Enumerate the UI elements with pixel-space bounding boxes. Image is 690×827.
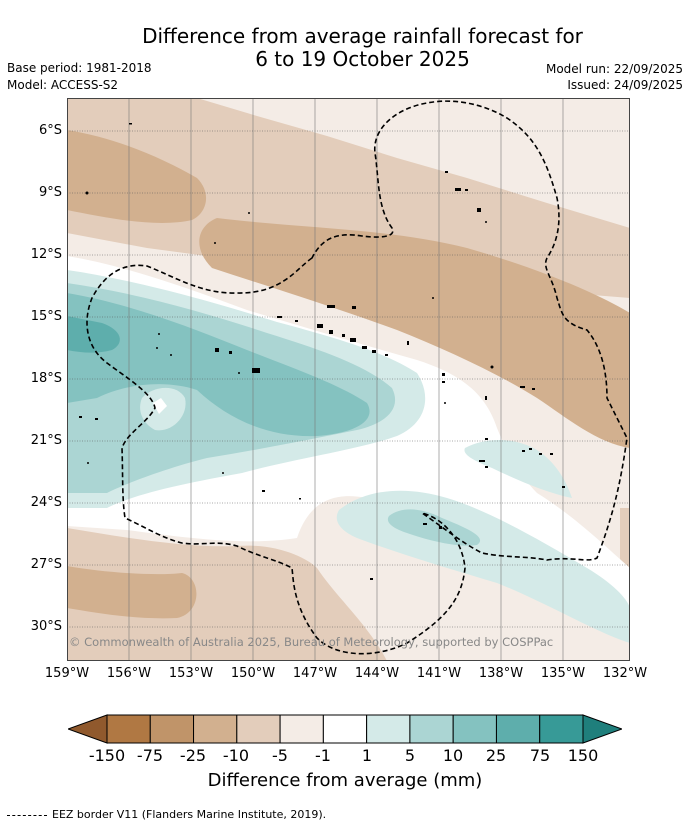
lon-label-144w: 144°W xyxy=(354,666,400,681)
copyright-notice: © Commonwealth of Australia 2025, Bureau… xyxy=(69,635,553,649)
colorbar-label: 150 xyxy=(567,746,599,765)
lat-label-21s: 21°S xyxy=(30,433,62,448)
islands xyxy=(79,123,565,580)
anomaly-band-minus10-east xyxy=(620,508,630,568)
base-period-label: Base period: 1981-2018 xyxy=(7,61,152,75)
lon-label-147w: 147°W xyxy=(292,666,338,681)
anomaly-band-plus25-west xyxy=(67,293,370,437)
lon-label-150w: 150°W xyxy=(230,666,276,681)
anomaly-band-plus75-west xyxy=(67,316,120,353)
colorbar-segment xyxy=(106,714,151,744)
colorbar-extend-high xyxy=(582,714,624,744)
anomaly-band-neutral-spot xyxy=(153,398,167,414)
anomaly-band-plus10-east xyxy=(387,509,481,546)
colorbar-segment xyxy=(366,714,411,744)
issued-label: Issued: 24/09/2025 xyxy=(567,78,683,92)
eez-legend-text: EEZ border V11 (Flanders Marine Institut… xyxy=(52,808,327,821)
lon-label-138w: 138°W xyxy=(478,666,524,681)
eez-legend: EEZ border V11 (Flanders Marine Institut… xyxy=(7,808,326,821)
lon-label-135w: 135°W xyxy=(540,666,586,681)
anomaly-band-plus5-ne xyxy=(464,439,572,498)
map-title-line2: 6 to 19 October 2025 xyxy=(255,47,470,71)
colorbar-segment xyxy=(409,714,454,744)
colorbar-extend-low xyxy=(66,714,108,744)
lat-label-27s: 27°S xyxy=(30,557,62,572)
colorbar-label: -75 xyxy=(136,746,164,765)
map-frame xyxy=(67,98,630,661)
anomaly-band-minus25-south xyxy=(67,566,197,619)
lat-label-9s: 9°S xyxy=(38,185,62,200)
lon-label-153w: 153°W xyxy=(168,666,214,681)
lat-label-6s: 6°S xyxy=(38,123,62,138)
colorbar-segment xyxy=(322,714,368,744)
graticule xyxy=(128,98,564,661)
lon-label-132w: 132°W xyxy=(602,666,648,681)
lat-label-12s: 12°S xyxy=(30,247,62,262)
lon-label-141w: 141°W xyxy=(416,666,462,681)
colorbar-segment xyxy=(279,714,324,744)
colorbar-segment xyxy=(495,714,541,744)
colorbar-segment xyxy=(452,714,497,744)
model-label: Model: ACCESS-S2 xyxy=(7,78,119,92)
colorbar-label: -1 xyxy=(315,746,331,765)
lat-label-18s: 18°S xyxy=(30,371,62,386)
colorbar-axis-label: Difference from average (mm) xyxy=(207,770,483,791)
lat-label-24s: 24°S xyxy=(30,495,62,510)
colorbar-label: -25 xyxy=(179,746,207,765)
anomaly-band-minus10-south xyxy=(67,528,387,661)
colorbar-segment xyxy=(236,714,281,744)
eez-legend-dash-icon xyxy=(7,814,47,816)
lat-label-30s: 30°S xyxy=(30,619,62,634)
model-run-label: Model run: 22/09/2025 xyxy=(545,62,683,76)
colorbar-segment xyxy=(193,714,238,744)
colorbar-segment xyxy=(149,714,195,744)
colorbar-label: 25 xyxy=(485,746,507,765)
colorbar-segment xyxy=(539,714,584,744)
colorbar-label: -5 xyxy=(272,746,288,765)
rainfall-anomaly-map: © Commonwealth of Australia 2025, Bureau… xyxy=(67,98,630,661)
colorbar-label: 5 xyxy=(404,746,416,765)
colorbar-label: -10 xyxy=(222,746,250,765)
eez-border-west xyxy=(86,100,628,655)
colorbar-label: 10 xyxy=(442,746,464,765)
lon-label-156w: 156°W xyxy=(106,666,152,681)
anomaly-band-minus25-central xyxy=(199,218,630,448)
colorbar-label: -150 xyxy=(88,746,126,765)
colorbar-label: 1 xyxy=(361,746,373,765)
map-title-line1: Difference from average rainfall forecas… xyxy=(142,24,583,48)
lon-label-159w: 159°W xyxy=(44,666,90,681)
colorbar xyxy=(66,714,624,744)
lat-label-15s: 15°S xyxy=(30,309,62,324)
anomaly-band-minus25-nw xyxy=(67,130,207,223)
colorbar-label: 75 xyxy=(529,746,551,765)
